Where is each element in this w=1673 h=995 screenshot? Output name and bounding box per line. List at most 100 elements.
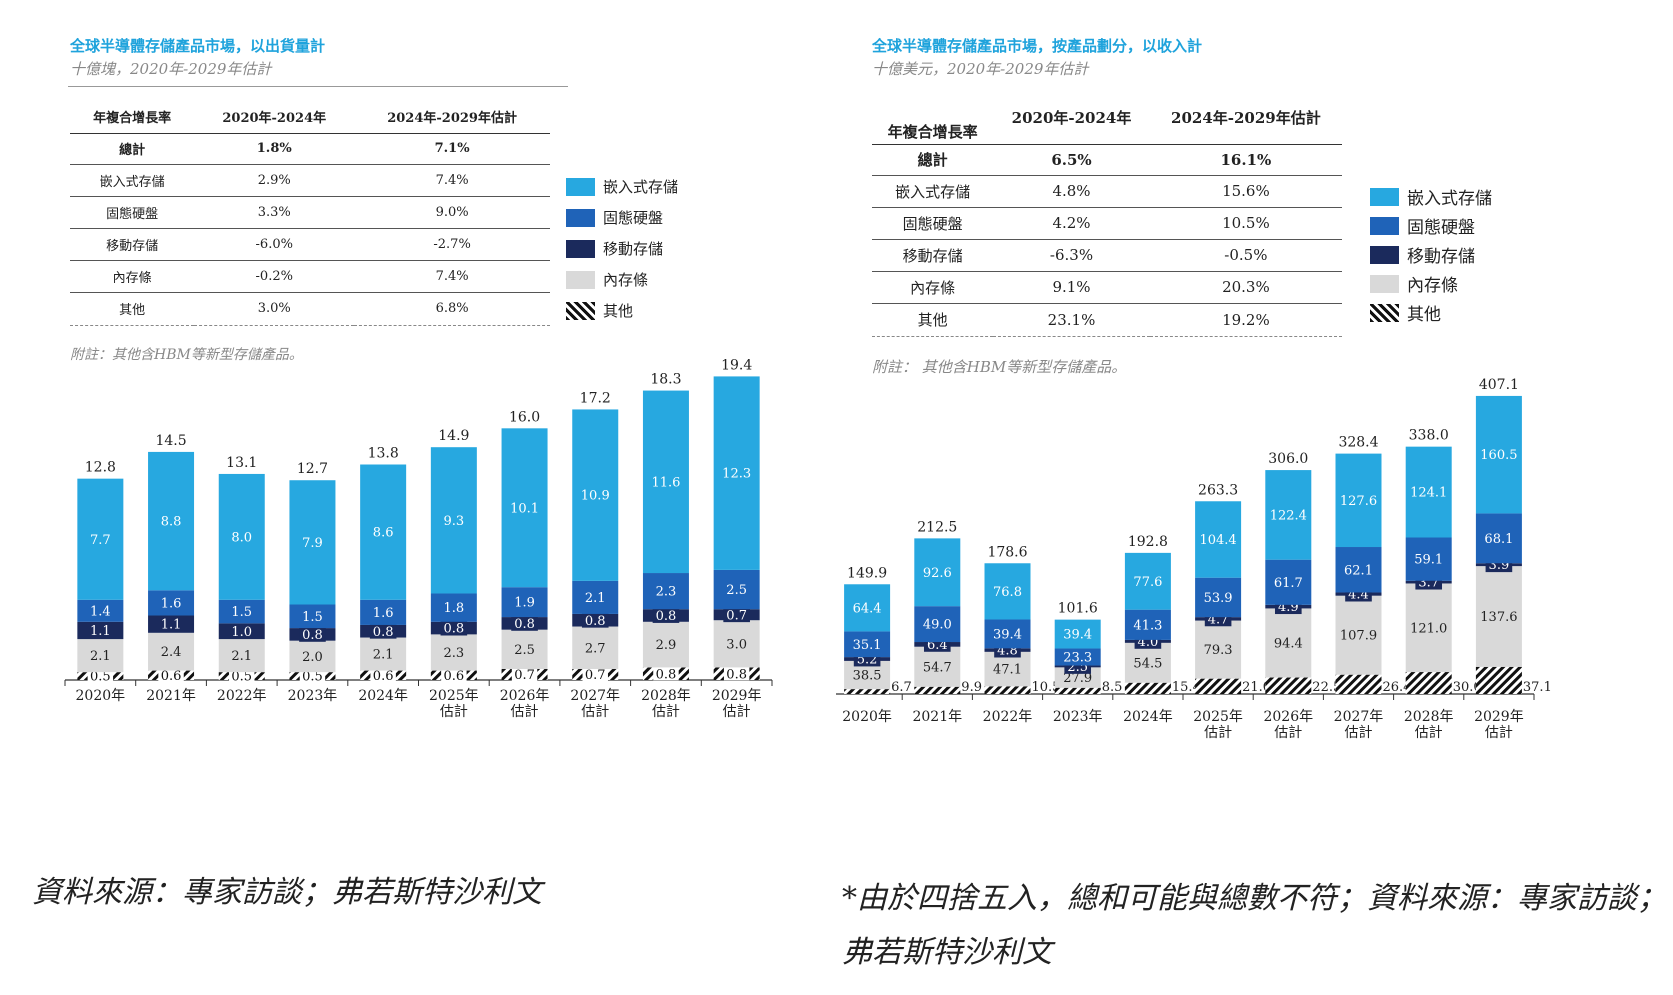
bar-segment-label: 39.4 [1063, 628, 1092, 643]
x-axis-category-label: 估計 [581, 704, 609, 720]
table-cell: 固態硬盤 [70, 196, 195, 229]
bar-total-label: 407.1 [1479, 377, 1519, 393]
bar-segment-label: 9.3 [444, 514, 465, 529]
x-axis-category-label: 2023年 [1053, 709, 1103, 725]
bar-segment-label: 0.8 [656, 609, 677, 624]
bar-segment-label: 127.6 [1340, 494, 1377, 509]
table-cell: -0.5% [1149, 239, 1342, 272]
bar-segment-label: 1.1 [161, 618, 182, 633]
table-cell: 4.8% [993, 175, 1150, 208]
table-cell: 4.2% [993, 207, 1150, 240]
table-cell: 內存條 [70, 260, 195, 293]
dram-swatch-icon [566, 270, 595, 289]
table-cell: 9.0% [354, 196, 550, 229]
bar-segment-label: 1.6 [373, 606, 394, 621]
legend-label: 嵌入式存儲 [1407, 189, 1492, 209]
bar-segment-dram [501, 629, 548, 669]
table-row: 內存條 9.1% 20.3% [872, 271, 1342, 304]
bar-segment-label: 47.1 [993, 663, 1022, 678]
bar-segment-label: 0.8 [302, 628, 323, 643]
table-row: 移動存儲 -6.3% -0.5% [872, 239, 1342, 272]
dram-swatch-icon [1370, 274, 1399, 293]
x-axis-category-label: 2023年 [288, 688, 338, 704]
shipment-stacked-bar-chart: 0.5 2.1 1.1 1.4 7.7 12.8 2020年 0.6 2.4 1.1 1.6 8.8 1… [64, 357, 773, 720]
bar-segment-dram [1195, 620, 1242, 679]
bar-segment-embedded [1475, 395, 1522, 514]
bar-segment-label: 121.0 [1410, 621, 1447, 636]
bar-segment-label: 8.0 [231, 530, 252, 545]
bar-segment-label: 59.1 [1414, 553, 1443, 568]
bar-segment-label: 1.1 [90, 624, 111, 639]
bar-segment-label: 2.3 [656, 585, 677, 600]
x-axis-category-label: 估計 [1485, 725, 1513, 741]
revenue-stacked-bar-chart: 6.738.55.235.164.4149.92020年9.954.76.449… [836, 377, 1552, 741]
bar-segment-ssd [430, 593, 477, 622]
bar-segment-label: 2.1 [90, 649, 111, 664]
bar-segment-ssd [289, 604, 336, 629]
table-cell: 1.8% [194, 133, 355, 165]
bar-segment-embedded [77, 478, 124, 600]
others-hatch-swatch-icon [1370, 303, 1399, 322]
x-axis-category-label: 2022年 [217, 688, 267, 704]
legend-item-others: 其他 [566, 295, 678, 326]
removable-swatch-icon [566, 239, 595, 258]
table-header: 2020年-2024年 [993, 92, 1150, 145]
bar-segment-ssd [501, 587, 548, 618]
x-axis-category-label: 2026年 [500, 688, 550, 704]
bar-segment-embedded [713, 376, 760, 570]
bar-segment-ssd [844, 631, 891, 658]
bar-segment-removable [77, 621, 124, 640]
table-cell: 23.1% [993, 303, 1150, 337]
x-axis-category-label: 估計 [1274, 725, 1302, 741]
bar-segment-label: 21.0 [1242, 680, 1271, 695]
shipment-source-note: 資料來源：專家訪談；弗若斯特沙利文 [32, 875, 542, 910]
bar-segment-label: 0.8 [656, 667, 677, 682]
x-axis-category-label: 2022年 [983, 709, 1033, 725]
bar-total-label: 101.6 [1058, 601, 1098, 617]
label-background [299, 626, 326, 642]
bar-total-label: 14.5 [155, 433, 186, 449]
bar-segment-embedded [430, 447, 477, 594]
bar-segment-label: 68.1 [1484, 532, 1513, 547]
bar-segment-label: 8.5 [1102, 680, 1123, 695]
bar-segment-label: 2.3 [444, 646, 465, 661]
bar-segment-label: 104.4 [1199, 533, 1236, 548]
bar-segment-embedded [1335, 453, 1382, 548]
bar-segment-dram [360, 637, 407, 671]
bar-segment-label: 1.0 [231, 625, 252, 640]
bar-segment-label: 0.8 [444, 622, 465, 637]
table-header-row: 年複合增長率 2020年-2024年 2024年-2029年估計 [872, 92, 1342, 145]
bar-segment-label: 7.7 [90, 533, 111, 548]
x-axis-category-label: 2026年 [1263, 709, 1313, 725]
table-row: 固態硬盤 3.3% 9.0% [70, 196, 550, 229]
table-cell: 9.1% [993, 271, 1150, 304]
legend-item-dram: 內存條 [566, 264, 678, 295]
table-row: 其他 3.0% 6.8% [70, 292, 550, 326]
bar-segment-label: 0.8 [726, 667, 747, 682]
table-header: 2024年-2029年估計 [354, 105, 550, 134]
shipment-chart-title: 全球半導體存儲產品市場，以出貨量計 [70, 37, 326, 55]
bar-segment-label: 10.5 [1032, 680, 1061, 695]
bar-segment-label: 0.6 [161, 669, 182, 684]
shipment-cagr-table: 年複合增長率 2020年-2024年 2024年-2029年估計 總計 1.8%… [70, 105, 550, 326]
table-cell: 3.3% [194, 196, 355, 229]
bar-segment-label: 0.5 [90, 670, 111, 685]
bar-segment-others [1475, 666, 1522, 694]
label-background [653, 666, 679, 681]
label-background [582, 667, 608, 681]
bar-segment-label: 92.6 [923, 566, 952, 581]
bar-segment-label: 6.7 [891, 680, 912, 695]
bar-segment-label: 0.5 [231, 670, 252, 685]
bar-segment-label: 0.7 [585, 668, 606, 683]
bar-segment-others [914, 686, 961, 694]
bar-segment-label: 2.1 [585, 591, 606, 606]
bar-segment-label: 107.9 [1340, 629, 1377, 644]
bar-segment-dram [1335, 595, 1382, 675]
legend-item-dram: 內存條 [1370, 269, 1492, 298]
bar-segment-label: 2.5 [514, 643, 535, 658]
table-cell: 總計 [70, 133, 195, 165]
label-background [723, 607, 750, 623]
bar-segment-label: 62.1 [1344, 563, 1373, 578]
bar-segment-dram [1405, 583, 1452, 673]
bar-total-label: 18.3 [650, 372, 681, 388]
